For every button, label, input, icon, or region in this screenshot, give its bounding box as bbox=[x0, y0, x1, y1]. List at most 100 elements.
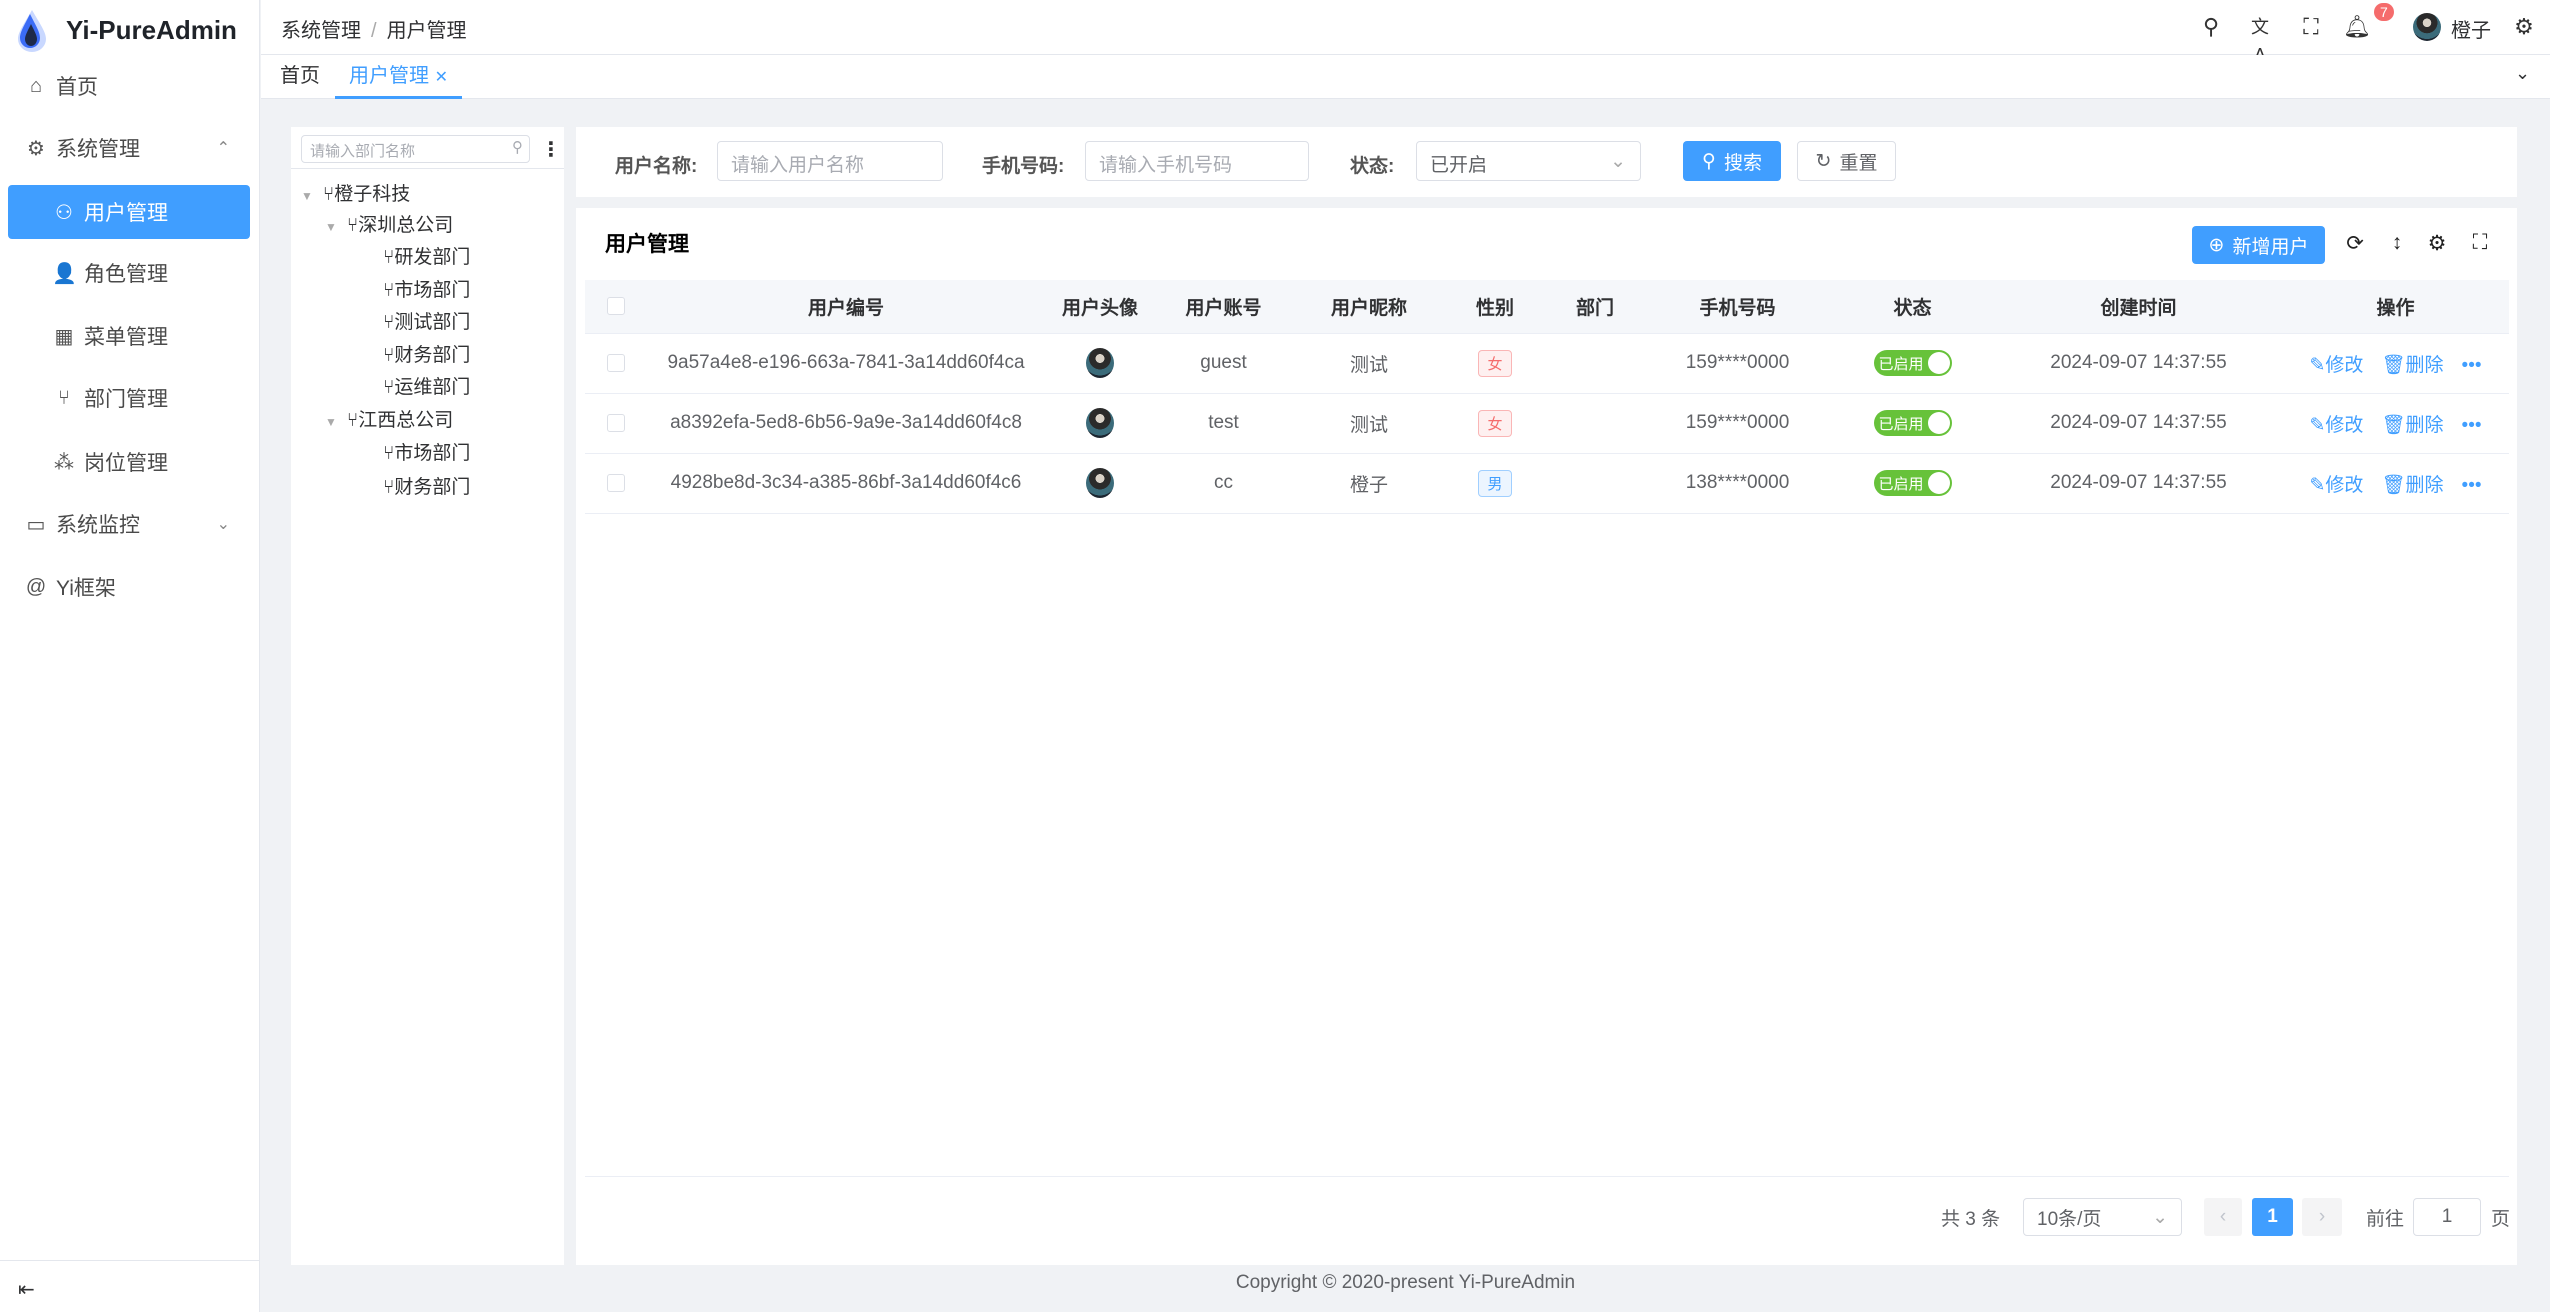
phone-input[interactable]: 请输入手机号码 bbox=[1085, 141, 1309, 181]
delete-button[interactable]: 🗑︎删除 bbox=[2381, 475, 2443, 496]
username[interactable]: 橙子 bbox=[2451, 20, 2491, 42]
fullscreen-icon[interactable]: ⛶ bbox=[2303, 14, 2319, 39]
footer-copyright: Copyright © 2020-present Yi-PureAdmin bbox=[1235, 1272, 1576, 1293]
sidebar-item-depts[interactable]: ⑂ 部门管理 bbox=[8, 371, 250, 425]
delete-button[interactable]: 🗑︎删除 bbox=[2381, 355, 2443, 376]
bell-icon[interactable]: 🔔︎ bbox=[2343, 14, 2371, 39]
sidebar-item-label: 菜单管理 bbox=[84, 326, 168, 349]
more-icon[interactable]: ••• bbox=[2461, 474, 2482, 496]
more-icon[interactable]: ••• bbox=[2461, 414, 2482, 436]
tab-home[interactable]: 首页 bbox=[280, 65, 320, 87]
table-title: 用户管理 bbox=[605, 233, 689, 256]
select-all-checkbox[interactable] bbox=[585, 280, 646, 334]
collapse-sidebar-button[interactable]: ⇤ bbox=[0, 1260, 260, 1312]
sidebar: Yi-PureAdmin ⌂ 首页 ⚙ 系统管理 ⌃ ⚇ 用户管理 👤 角色管理 ▦ 菜单管… bbox=[0, 0, 260, 1312]
tree-node[interactable]: ⑂市场部门 bbox=[349, 275, 470, 305]
gender-tag: 男 bbox=[1478, 469, 1512, 497]
row-checkbox[interactable] bbox=[585, 333, 646, 394]
header: 系统管理/用户管理 ⚲ 文A ⛶ 🔔︎ 7 橙子 ⚙ bbox=[261, 0, 2550, 65]
tree-node[interactable]: ⑂市场部门 bbox=[349, 438, 470, 468]
avatar[interactable] bbox=[2413, 13, 2441, 41]
status-label: 状态: bbox=[1350, 156, 1395, 177]
density-icon[interactable]: ↕ bbox=[2391, 231, 2403, 254]
user-avatar-cell bbox=[1046, 393, 1154, 454]
user-dept bbox=[1545, 333, 1645, 394]
total-count: 共 3 条 bbox=[1941, 1208, 2001, 1230]
trash-icon: 🗑︎ bbox=[2381, 474, 2406, 496]
sidebar-item-label: 系统管理 bbox=[56, 138, 140, 161]
tree-node[interactable]: ▼ ⑂江西总公司 bbox=[325, 405, 453, 435]
more-icon[interactable]: ••• bbox=[2461, 354, 2482, 376]
prev-page-button[interactable]: ‹ bbox=[2204, 1198, 2242, 1236]
switch-label: 已启用 bbox=[1878, 475, 1924, 493]
username-label: 用户名称: bbox=[615, 156, 698, 177]
sidebar-item-roles[interactable]: 👤 角色管理 bbox=[8, 246, 250, 300]
search-icon[interactable]: ⚲ bbox=[2202, 14, 2220, 39]
settings-gear-icon[interactable]: ⚙ bbox=[2514, 14, 2534, 39]
fullscreen-icon[interactable]: ⛶ bbox=[2472, 231, 2488, 254]
page-size-select[interactable]: 10条/页 ⌄ bbox=[2023, 1198, 2182, 1236]
close-icon[interactable]: ✕ bbox=[434, 69, 448, 86]
delete-button[interactable]: 🗑︎删除 bbox=[2381, 415, 2443, 436]
edit-button[interactable]: ✎修改 bbox=[2309, 355, 2363, 376]
breadcrumb: 系统管理 / 用户管理 bbox=[281, 20, 467, 42]
edit-button[interactable]: ✎修改 bbox=[2309, 475, 2363, 496]
actions-cell: ✎修改 🗑︎删除 ••• bbox=[2282, 333, 2509, 394]
username-input[interactable]: 请输入用户名称 bbox=[717, 141, 943, 181]
add-user-button[interactable]: ⊕ 新增用户 bbox=[2192, 226, 2325, 264]
page-1-button[interactable]: 1 bbox=[2252, 1198, 2293, 1236]
status-switch[interactable]: 已启用 bbox=[1873, 470, 1952, 496]
dept-search-input[interactable]: 请输入部门名称 ⚲ bbox=[301, 135, 530, 163]
user-id: a8392efa-5ed8-6b56-9a9e-3a14dd60f4c8 bbox=[646, 393, 1046, 454]
row-checkbox[interactable] bbox=[585, 393, 646, 454]
tab-label: 用户管理 bbox=[349, 65, 429, 87]
caret-down-icon[interactable]: ▼ bbox=[301, 189, 313, 203]
search-button[interactable]: ⚲ 搜索 bbox=[1683, 141, 1781, 181]
sidebar-item-posts[interactable]: ⁂ 岗位管理 bbox=[8, 435, 250, 489]
breadcrumb-item[interactable]: 系统管理 bbox=[281, 20, 361, 42]
avatar[interactable] bbox=[1086, 408, 1114, 438]
sidebar-item-system[interactable]: ⚙ 系统管理 ⌃ bbox=[8, 121, 250, 175]
divider bbox=[291, 168, 564, 169]
caret-down-icon[interactable]: ▼ bbox=[325, 220, 337, 234]
status-select[interactable]: 已开启 ⌄ bbox=[1416, 141, 1641, 181]
refresh-icon[interactable]: ⟳ bbox=[2346, 232, 2364, 255]
caret-down-icon[interactable]: ▼ bbox=[325, 415, 337, 429]
column-header: 操作 bbox=[2282, 280, 2509, 334]
sidebar-item-yi[interactable]: @ Yi框架 bbox=[8, 560, 250, 614]
chevron-down-icon: ⌄ bbox=[2152, 1206, 2168, 1228]
row-checkbox[interactable] bbox=[585, 453, 646, 514]
tree-node-label: 市场部门 bbox=[394, 443, 471, 464]
column-settings-icon[interactable]: ⚙ bbox=[2427, 232, 2447, 255]
tree-node[interactable]: ⑂测试部门 bbox=[349, 307, 470, 337]
tab-users[interactable]: 用户管理 ✕ bbox=[335, 55, 462, 99]
sidebar-item-users[interactable]: ⚇ 用户管理 bbox=[8, 185, 250, 239]
tree-node[interactable]: ▼ ⑂深圳总公司 bbox=[325, 210, 453, 240]
status-value: 已开启 bbox=[1430, 155, 1488, 176]
tree-node[interactable]: ▼ ⑂橙子科技 bbox=[301, 179, 410, 209]
avatar[interactable] bbox=[1086, 348, 1114, 378]
user-dept bbox=[1545, 393, 1645, 454]
edit-icon: ✎ bbox=[2309, 474, 2326, 496]
avatar[interactable] bbox=[1086, 468, 1114, 498]
edit-button[interactable]: ✎修改 bbox=[2309, 415, 2363, 436]
status-switch[interactable]: 已启用 bbox=[1873, 410, 1952, 436]
goto-page-input[interactable]: 1 bbox=[2413, 1198, 2481, 1236]
tree-node-label: 市场部门 bbox=[394, 280, 471, 301]
more-vertical-icon[interactable]: ⋮ bbox=[541, 139, 561, 161]
user-phone: 159****0000 bbox=[1645, 393, 1830, 454]
tree-node[interactable]: ⑂财务部门 bbox=[349, 340, 470, 370]
reset-button[interactable]: ↻ 重置 bbox=[1797, 141, 1896, 181]
branch-icon: ⑂ bbox=[346, 215, 359, 236]
sidebar-item-home[interactable]: ⌂ 首页 bbox=[8, 59, 250, 113]
next-page-button[interactable]: › bbox=[2302, 1198, 2342, 1236]
tree-node[interactable]: ⑂运维部门 bbox=[349, 372, 470, 402]
sidebar-item-menus[interactable]: ▦ 菜单管理 bbox=[8, 309, 250, 363]
chevron-down-icon[interactable]: ⌄ bbox=[2515, 63, 2531, 83]
user-phone: 138****0000 bbox=[1645, 453, 1830, 514]
tree-node[interactable]: ⑂财务部门 bbox=[349, 472, 470, 502]
sidebar-item-monitor[interactable]: ▭ 系统监控 ⌄ bbox=[8, 497, 250, 551]
tree-node[interactable]: ⑂研发部门 bbox=[349, 242, 470, 272]
status-switch[interactable]: 已启用 bbox=[1873, 350, 1952, 376]
notification-badge: 7 bbox=[2374, 3, 2394, 21]
